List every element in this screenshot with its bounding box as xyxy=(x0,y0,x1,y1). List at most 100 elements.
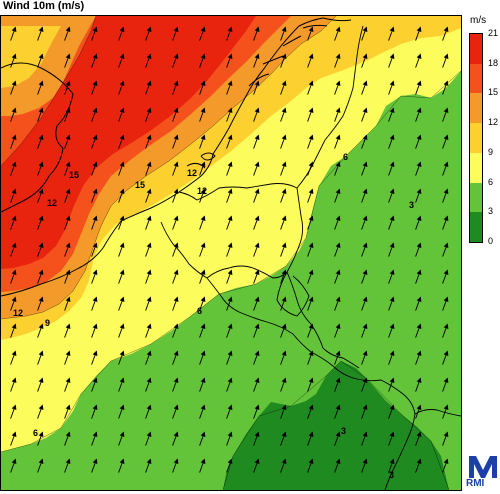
wind-arrow xyxy=(37,107,44,122)
wind-arrow xyxy=(415,134,422,149)
wind-speed-bands xyxy=(1,16,461,490)
wind-arrow xyxy=(172,53,179,68)
wind-arrow xyxy=(37,134,44,149)
wind-arrow xyxy=(361,377,368,392)
wind-arrow xyxy=(172,377,179,392)
england-coast xyxy=(1,62,74,213)
wind-arrow xyxy=(253,323,260,338)
wind-arrow xyxy=(361,215,368,230)
wind-arrow xyxy=(361,458,368,473)
wind-arrow xyxy=(361,269,368,284)
wind-arrow xyxy=(172,134,179,149)
wind-arrow xyxy=(199,269,206,284)
wind-arrow xyxy=(442,188,449,203)
wind-arrow xyxy=(280,296,287,311)
wind-arrow xyxy=(145,188,152,203)
wind-arrow xyxy=(415,107,422,122)
band-18-21 xyxy=(1,16,256,269)
wind-arrow xyxy=(10,323,17,338)
wind-arrow xyxy=(64,296,71,311)
wind-arrow xyxy=(307,431,314,446)
wind-arrow xyxy=(118,296,125,311)
wind-arrow xyxy=(10,26,17,41)
wind-arrow xyxy=(37,80,44,95)
wind-arrow xyxy=(442,80,449,95)
wind-arrow xyxy=(118,80,125,95)
wind-arrow xyxy=(388,161,395,176)
wind-arrow xyxy=(37,404,44,419)
wind-arrow xyxy=(361,431,368,446)
wind-arrow xyxy=(307,269,314,284)
wind-arrow xyxy=(388,377,395,392)
wind-arrow xyxy=(334,215,341,230)
belgium-border xyxy=(160,183,304,279)
wind-arrow xyxy=(199,134,206,149)
wind-arrow xyxy=(10,53,17,68)
wind-arrow xyxy=(388,26,395,41)
wind-arrow xyxy=(388,458,395,473)
wind-arrow xyxy=(361,80,368,95)
wind-arrow xyxy=(10,269,17,284)
wind-arrow xyxy=(334,431,341,446)
legend-unit: m/s xyxy=(470,15,487,26)
wind-arrow xyxy=(226,161,233,176)
wind-arrow xyxy=(307,26,314,41)
wind-arrow xyxy=(442,296,449,311)
wind-arrow xyxy=(118,350,125,365)
wind-arrow xyxy=(145,431,152,446)
wind-arrow xyxy=(91,53,98,68)
contour-label: 3 xyxy=(341,426,346,436)
wind-arrow xyxy=(10,350,17,365)
wind-arrow xyxy=(10,404,17,419)
wind-arrow xyxy=(199,80,206,95)
contour-label: 12 xyxy=(13,308,23,318)
wind-arrow xyxy=(10,134,17,149)
contour-label: 3 xyxy=(409,200,414,210)
contour-label: 6 xyxy=(197,306,202,316)
wind-arrow xyxy=(307,215,314,230)
wind-arrow xyxy=(253,350,260,365)
wind-arrow xyxy=(334,188,341,203)
wind-arrow xyxy=(361,242,368,257)
legend-tick-label: 21 xyxy=(488,28,499,38)
wind-arrow xyxy=(199,215,206,230)
wind-arrow xyxy=(145,53,152,68)
wind-arrow xyxy=(172,404,179,419)
wind-arrow xyxy=(334,53,341,68)
wind-arrow xyxy=(415,323,422,338)
wind-arrow xyxy=(91,269,98,284)
wind-arrow xyxy=(10,296,17,311)
wind-arrow xyxy=(442,269,449,284)
wind-arrow xyxy=(64,161,71,176)
legend-tick-label: 0 xyxy=(488,236,494,246)
contour-label: 15 xyxy=(135,180,145,190)
wind-arrow xyxy=(388,107,395,122)
wind-arrow xyxy=(37,161,44,176)
legend-tick-label: 15 xyxy=(488,87,499,98)
wind-arrow xyxy=(334,458,341,473)
wind-arrow xyxy=(415,404,422,419)
wind-arrow xyxy=(199,323,206,338)
wind-arrow xyxy=(91,431,98,446)
wind-arrow xyxy=(37,269,44,284)
wind-arrow xyxy=(253,53,260,68)
wind-arrow xyxy=(64,350,71,365)
wind-arrow xyxy=(415,377,422,392)
wind-arrow xyxy=(145,107,152,122)
wind-arrow xyxy=(226,296,233,311)
wind-arrow xyxy=(118,215,125,230)
wind-arrow xyxy=(172,458,179,473)
wind-arrow xyxy=(37,323,44,338)
wind-arrow xyxy=(91,134,98,149)
wind-arrow xyxy=(91,296,98,311)
wind-arrow xyxy=(280,26,287,41)
wind-arrow xyxy=(388,404,395,419)
contour-label: 3 xyxy=(389,470,394,480)
wind-arrow xyxy=(145,242,152,257)
wind-arrow xyxy=(91,80,98,95)
wind-arrow xyxy=(280,269,287,284)
wind-arrow xyxy=(118,377,125,392)
wind-arrow xyxy=(64,242,71,257)
wind-arrow xyxy=(118,323,125,338)
wind-arrow xyxy=(64,188,71,203)
